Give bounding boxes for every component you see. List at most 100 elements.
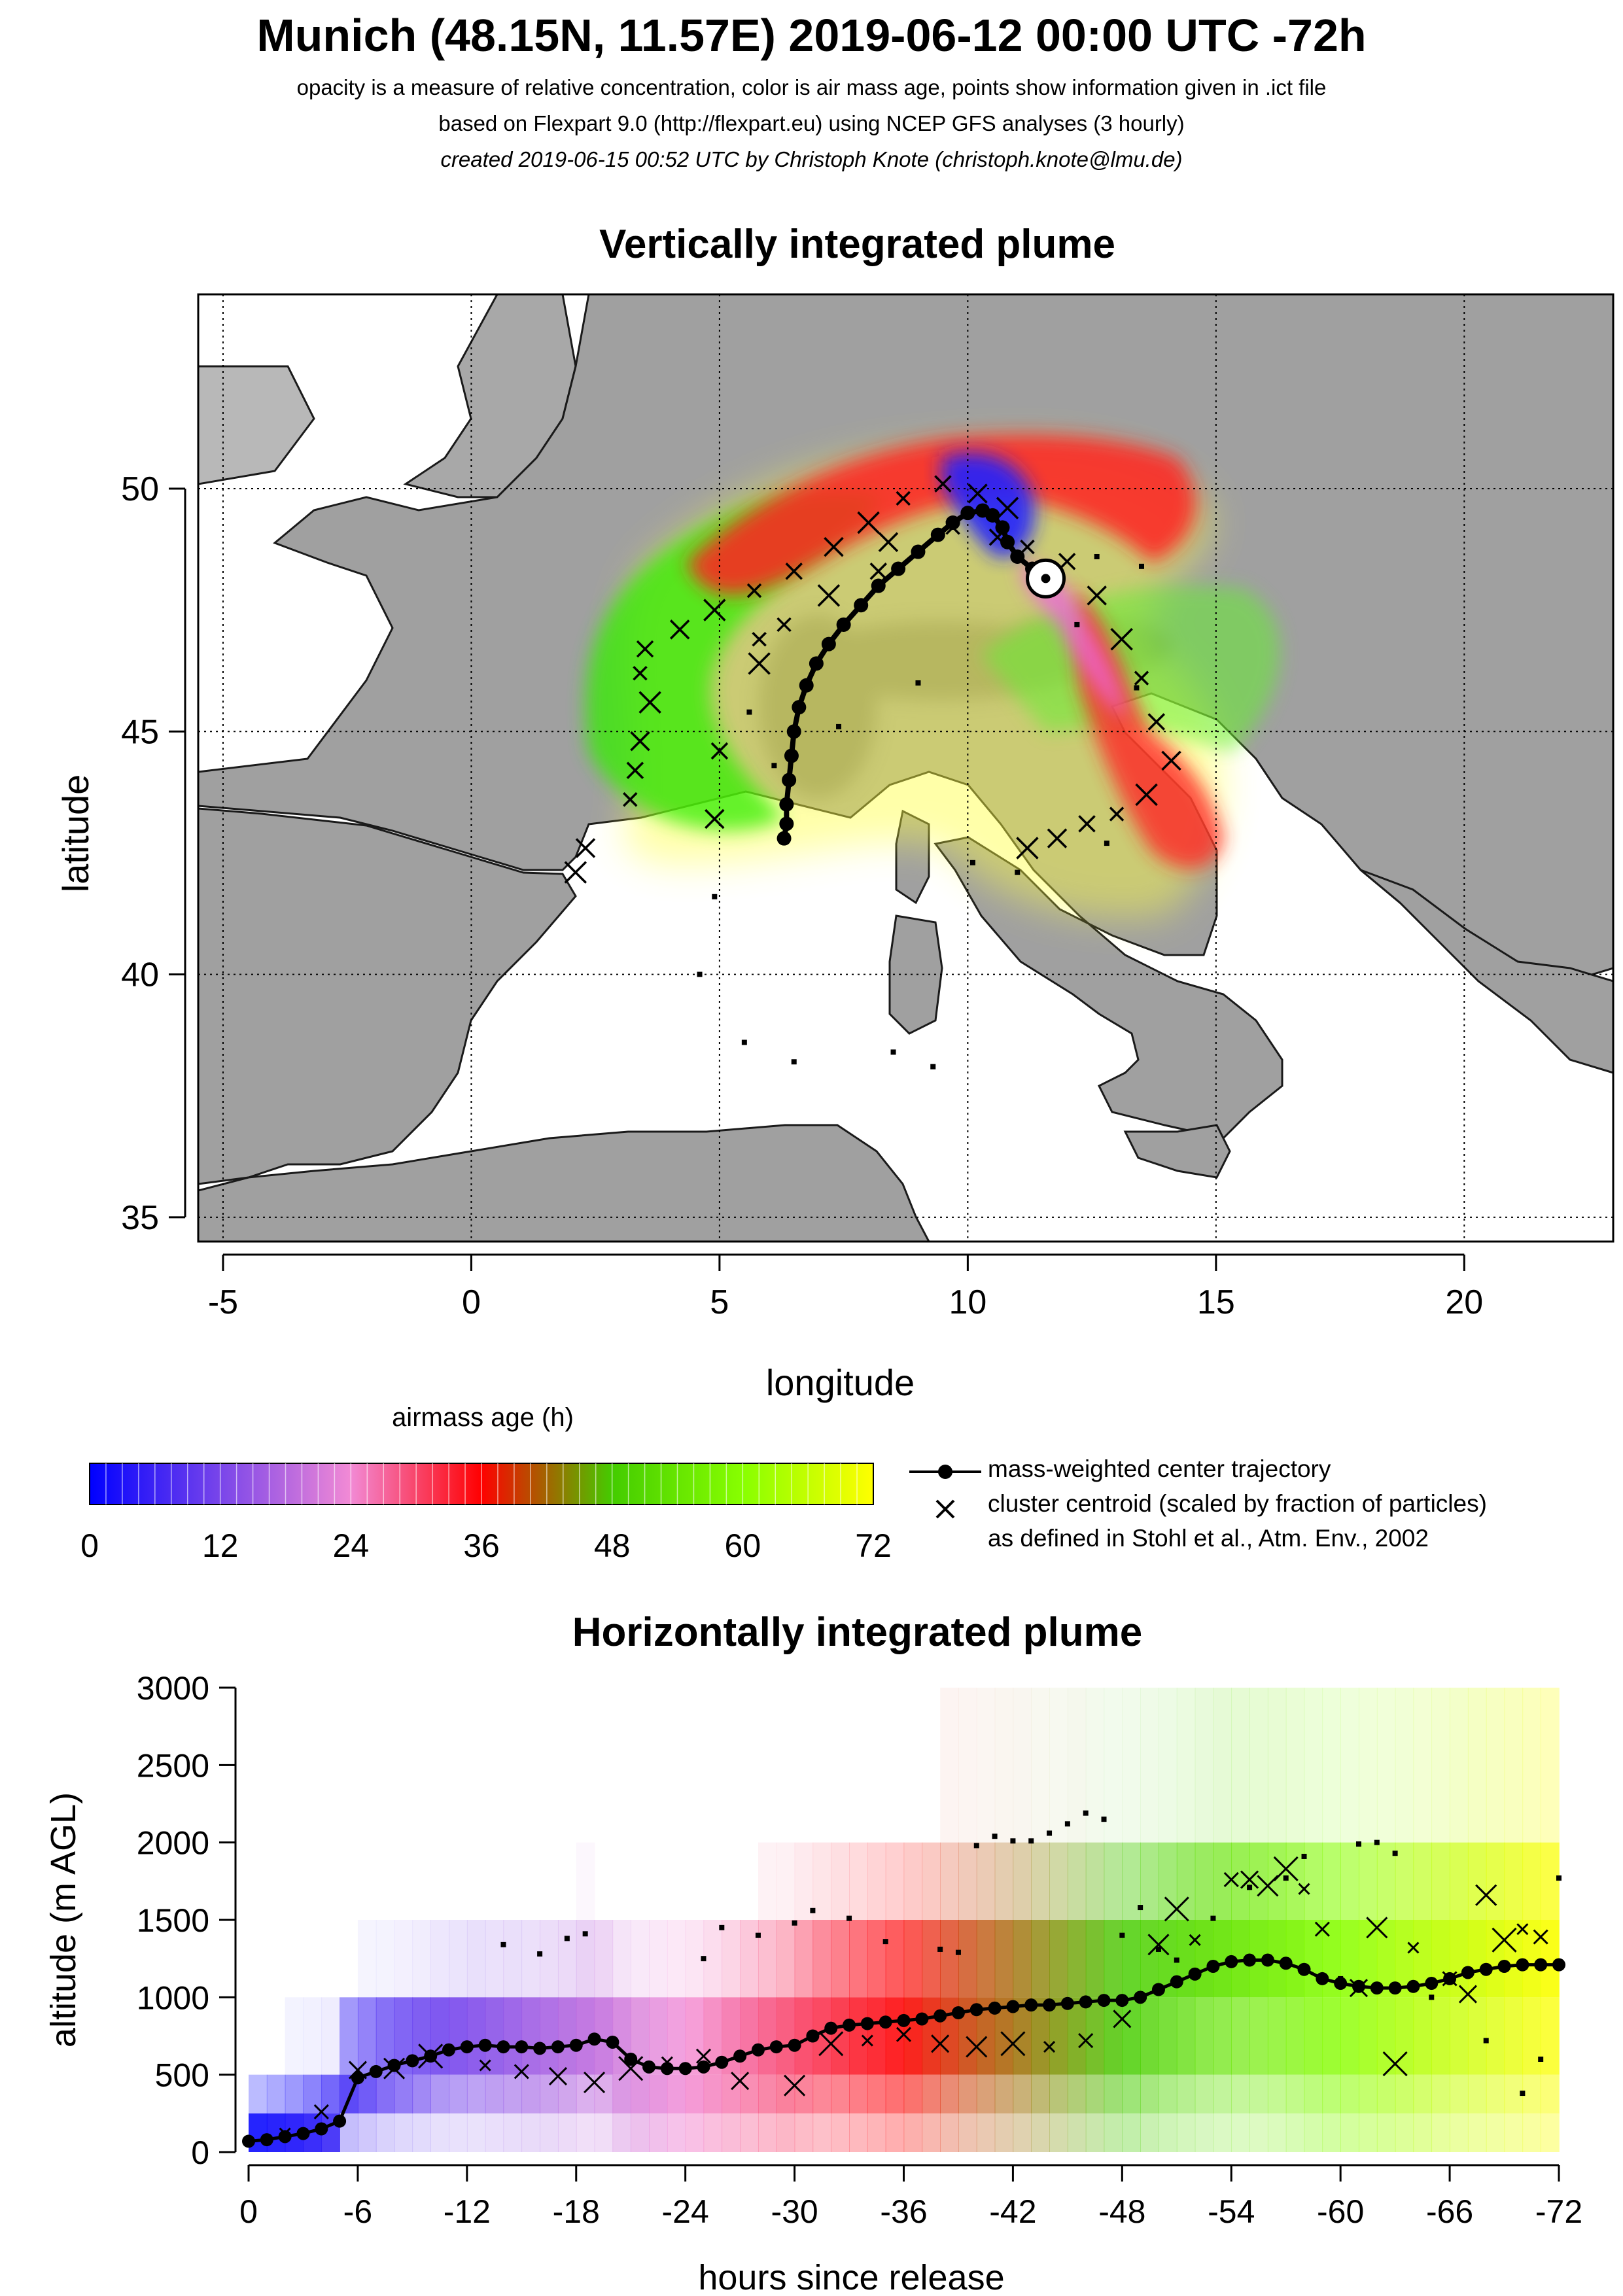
particle-point bbox=[771, 763, 777, 769]
profile-x-tick-label: -60 bbox=[1317, 2193, 1364, 2230]
profile-shading-cell bbox=[485, 2113, 504, 2152]
profile-shading-cell bbox=[375, 1920, 395, 1998]
center-trajectory-point bbox=[1261, 1953, 1274, 1967]
center-trajectory-point bbox=[1024, 1998, 1038, 2012]
profile-shading-cell bbox=[1195, 1920, 1214, 1998]
profile-shading-cell bbox=[1031, 1842, 1050, 1920]
profile-shading-cell bbox=[1450, 1997, 1469, 2075]
center-trajectory-point bbox=[315, 2122, 328, 2136]
profile-shading-cell bbox=[667, 1997, 686, 2075]
profile-shading-cell bbox=[1067, 1997, 1087, 2075]
profile-shading-cell bbox=[1322, 2074, 1341, 2113]
profile-shading-cell bbox=[1395, 1842, 1414, 1920]
map-x-tick-label: 5 bbox=[710, 1283, 729, 1321]
profile-shading-cell bbox=[466, 2074, 486, 2113]
profile-concentration-shading bbox=[249, 1688, 1560, 2152]
center-trajectory-point bbox=[1443, 1972, 1457, 1985]
profile-shading-cell bbox=[449, 1997, 468, 2075]
profile-shading-cell bbox=[285, 2074, 304, 2113]
profile-shading-cell bbox=[540, 1920, 559, 1998]
profile-shading-cell bbox=[1450, 1920, 1469, 1998]
profile-shading-cell bbox=[285, 1997, 304, 2075]
center-trajectory-point bbox=[1170, 1975, 1183, 1989]
profile-shading-cell bbox=[958, 2113, 977, 2152]
profile-y-tick-label: 3000 bbox=[137, 1670, 209, 1707]
profile-shading-cell bbox=[976, 1920, 996, 1998]
profile-shading-cell bbox=[758, 1997, 777, 2075]
center-trajectory-point bbox=[945, 515, 960, 531]
colorbar-tick-label: 72 bbox=[855, 1527, 892, 1564]
particle-point bbox=[930, 1064, 936, 1070]
profile-shading-cell bbox=[758, 1842, 777, 1920]
profile-shading-cell bbox=[1249, 1842, 1268, 1920]
profile-shading-cell bbox=[631, 2113, 650, 2152]
center-trajectory-point bbox=[911, 544, 926, 559]
center-trajectory-point bbox=[836, 617, 851, 632]
profile-shading-cell bbox=[940, 1842, 959, 1920]
subtitle-line-2: based on Flexpart 9.0 (http://flexpart.e… bbox=[438, 111, 1185, 135]
profile-shading-cell bbox=[1085, 1920, 1105, 1998]
cluster-centroid-mark bbox=[630, 731, 650, 752]
profile-shading-cell bbox=[1195, 1688, 1214, 1843]
profile-shading-cell bbox=[994, 2113, 1014, 2152]
profile-shading-cell bbox=[867, 1997, 886, 2075]
particle-point bbox=[1283, 1875, 1289, 1881]
cluster-centroid-mark bbox=[1058, 553, 1076, 570]
center-trajectory-point bbox=[779, 797, 794, 812]
profile-shading-cell bbox=[1358, 1842, 1378, 1920]
profile-shading-cell bbox=[521, 1920, 540, 1998]
profile-shading-cell bbox=[703, 1920, 723, 1998]
center-trajectory-point bbox=[860, 2017, 874, 2030]
profile-shading-cell bbox=[903, 2074, 923, 2113]
profile-shading-cell bbox=[831, 2113, 850, 2152]
legend-item-trajectory: mass-weighted center trajectory bbox=[988, 1455, 1331, 1482]
profile-shading-cell bbox=[412, 2074, 431, 2113]
cluster-centroid-mark bbox=[934, 475, 952, 493]
profile-shading-cell bbox=[557, 2113, 577, 2152]
particle-point bbox=[937, 1946, 943, 1952]
colorbar-segment-lines bbox=[105, 1463, 858, 1505]
particle-point bbox=[973, 1843, 979, 1849]
center-trajectory-point bbox=[406, 2054, 419, 2068]
cluster-centroid-mark bbox=[618, 2056, 644, 2081]
center-trajectory-point bbox=[1279, 1957, 1293, 1970]
cluster-centroid-mark bbox=[1000, 2031, 1026, 2057]
profile-y-tick-label: 1500 bbox=[137, 1902, 209, 1939]
profile-shading-cell bbox=[649, 2113, 668, 2152]
particle-point bbox=[846, 1915, 852, 1921]
profile-shading-cell bbox=[1376, 2113, 1396, 2152]
center-trajectory-point bbox=[995, 520, 1010, 535]
profile-shading-cell bbox=[1140, 1997, 1159, 2075]
profile-shading-cell bbox=[321, 1997, 340, 2075]
particle-point bbox=[792, 1920, 797, 1926]
cluster-centroid-mark bbox=[1407, 1941, 1420, 1954]
center-trajectory-point bbox=[497, 2040, 510, 2054]
profile-shading-cell bbox=[503, 1997, 523, 2075]
profile-shading-cell bbox=[1413, 2113, 1433, 2152]
cluster-centroid-mark bbox=[931, 2034, 950, 2053]
particle-point bbox=[791, 1059, 797, 1065]
profile-x-tick-label: 0 bbox=[239, 2193, 258, 2230]
profile-shading-cell bbox=[1140, 2074, 1159, 2113]
particle-point bbox=[1134, 685, 1140, 691]
profile-shading-cell bbox=[485, 2074, 504, 2113]
profile-shading-cell bbox=[812, 2113, 832, 2152]
profile-shading-cell bbox=[1013, 1688, 1032, 1843]
profile-shading-cell bbox=[958, 1920, 977, 1998]
profile-shading-cell bbox=[1467, 1842, 1487, 1920]
profile-shading-cell bbox=[649, 2074, 668, 2113]
profile-shading-cell bbox=[1340, 1688, 1359, 1843]
profile-shading-cell bbox=[867, 1920, 886, 1998]
profile-shading-cell bbox=[430, 2074, 449, 2113]
profile-shading-cell bbox=[1413, 2074, 1433, 2113]
profile-shading-cell bbox=[1067, 2113, 1087, 2152]
cluster-centroid-mark bbox=[784, 2074, 806, 2096]
center-trajectory-point bbox=[1134, 1991, 1147, 2004]
profile-shading-cell bbox=[1522, 2074, 1541, 2113]
cluster-centroid-mark bbox=[1043, 2041, 1056, 2053]
particle-point bbox=[1010, 1838, 1016, 1844]
cluster-centroid-mark bbox=[1047, 828, 1068, 848]
cluster-centroid-mark bbox=[703, 599, 726, 621]
center-trajectory-point bbox=[1097, 1994, 1111, 2008]
profile-shading-cell bbox=[1285, 1997, 1305, 2075]
